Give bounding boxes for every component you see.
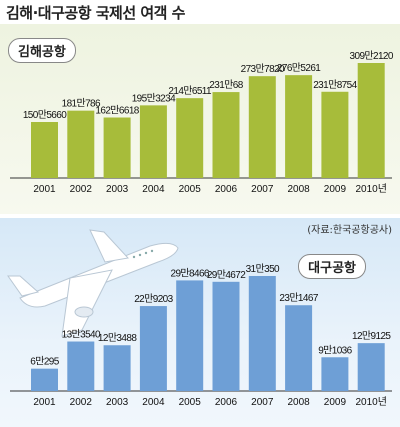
data-label: 29만8466 bbox=[171, 267, 210, 279]
data-label: 195만3234 bbox=[132, 92, 176, 104]
daegu-chart: 6만295 2001 13만3540 2002 12만3488 2003 22만9203 20… bbox=[7, 229, 392, 408]
data-label: 31만350 bbox=[246, 263, 280, 275]
data-label: 12만3488 bbox=[98, 332, 137, 344]
gimhae-chart: 150만5660 2001 181만786 2002 162만6618 2003 195만3… bbox=[10, 50, 394, 195]
bar-2004 bbox=[139, 306, 167, 391]
tick-label: 2002 bbox=[70, 397, 93, 408]
data-label: 22만9203 bbox=[134, 293, 173, 305]
tick-label: 2006 bbox=[215, 397, 238, 408]
source-note: (자료:한국공항공사) bbox=[307, 225, 392, 236]
gimhae-label: 김해공항 bbox=[8, 38, 76, 63]
tick-label: 2008 bbox=[287, 397, 310, 408]
data-label: 162만6618 bbox=[95, 105, 139, 117]
bar-2007 bbox=[248, 76, 276, 178]
bar-2009 bbox=[321, 357, 349, 391]
data-label: 231만68 bbox=[209, 79, 243, 91]
tick-label: 2005 bbox=[179, 184, 202, 195]
data-label: 273만7820 bbox=[241, 63, 285, 75]
data-label: 214만6511 bbox=[168, 85, 212, 97]
bar-2010년 bbox=[357, 63, 385, 178]
tick-label: 2003 bbox=[106, 184, 129, 195]
bar-2004 bbox=[139, 105, 167, 178]
bar-2008 bbox=[285, 305, 313, 391]
tick-label: 2004 bbox=[142, 184, 165, 195]
bar-2003 bbox=[103, 345, 131, 391]
tick-label: 2010년 bbox=[355, 183, 386, 195]
data-label: 231만8754 bbox=[313, 79, 357, 91]
data-label: 6만295 bbox=[30, 356, 59, 368]
data-label: 12만9125 bbox=[352, 330, 391, 342]
tick-label: 2009 bbox=[324, 184, 347, 195]
page-title: 김해·대구공항 국제선 여객 수 bbox=[6, 4, 185, 22]
data-label: 309만2120 bbox=[350, 50, 394, 62]
tick-label: 2005 bbox=[179, 397, 202, 408]
bar-2007 bbox=[248, 276, 276, 391]
tick-label: 2009 bbox=[324, 397, 347, 408]
daegu-label: 대구공항 bbox=[298, 254, 366, 279]
tick-label: 2007 bbox=[251, 184, 274, 195]
data-label: 9만1036 bbox=[318, 344, 352, 356]
tick-label: 2006 bbox=[215, 184, 238, 195]
bar-2001 bbox=[31, 368, 58, 391]
tick-label: 2004 bbox=[142, 397, 165, 408]
daegu-panel: (자료:한국공항공사) 6만295 2001 13만3540 2002 12만3488 2… bbox=[0, 218, 400, 427]
gimhae-panel: 김해공항 150만5660 2001 181만786 2002 162만6618 2003… bbox=[0, 24, 400, 214]
bar-2005 bbox=[176, 98, 204, 178]
bar-2002 bbox=[67, 110, 95, 178]
data-label: 13만3540 bbox=[62, 329, 101, 341]
bar-2008 bbox=[285, 75, 313, 178]
bar-2003 bbox=[103, 117, 131, 178]
tick-label: 2001 bbox=[33, 397, 56, 408]
data-label: 150만5660 bbox=[23, 109, 67, 121]
tick-label: 2008 bbox=[287, 184, 310, 195]
airplane-icon bbox=[7, 229, 179, 337]
tick-label: 2007 bbox=[251, 397, 274, 408]
bar-2006 bbox=[212, 281, 240, 391]
bar-2001 bbox=[31, 122, 58, 178]
bar-2010년 bbox=[357, 343, 385, 391]
data-label: 29만4672 bbox=[207, 269, 246, 281]
tick-label: 2002 bbox=[70, 184, 93, 195]
tick-label: 2003 bbox=[106, 397, 129, 408]
bar-2006 bbox=[212, 92, 240, 178]
tick-label: 2001 bbox=[33, 184, 56, 195]
bar-2002 bbox=[67, 341, 95, 391]
data-label: 181만786 bbox=[62, 98, 101, 110]
data-label: 23만1467 bbox=[279, 292, 318, 304]
bar-2005 bbox=[176, 280, 204, 391]
data-label: 276만5261 bbox=[277, 62, 321, 74]
tick-label: 2010년 bbox=[355, 396, 386, 408]
bar-2009 bbox=[321, 91, 349, 178]
